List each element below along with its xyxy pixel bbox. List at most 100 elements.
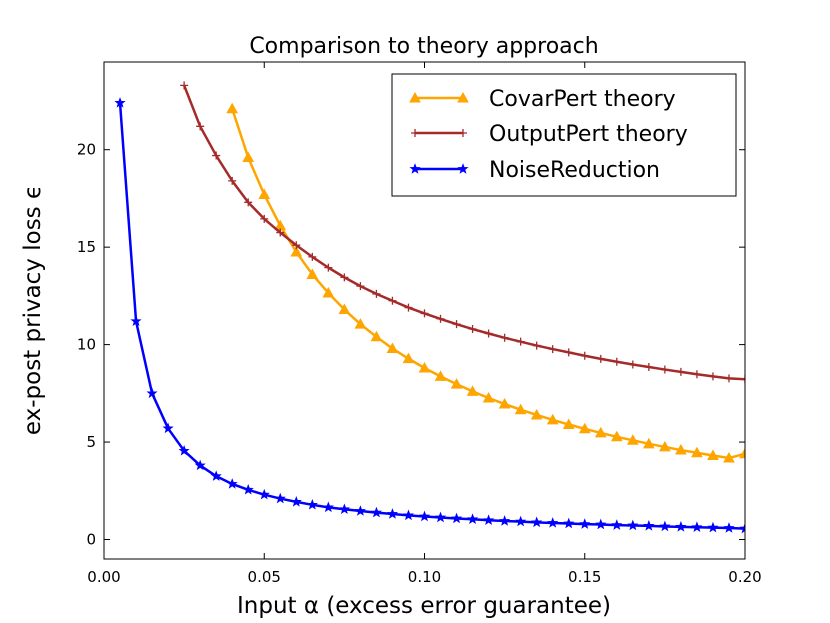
x-tick-label: 0.00 bbox=[87, 568, 120, 586]
data-point-covarpert-theory bbox=[675, 444, 687, 455]
data-point-outputpert-theory bbox=[692, 370, 701, 379]
data-point-outputpert-theory bbox=[260, 214, 269, 223]
data-point-covarpert-theory bbox=[386, 342, 399, 354]
data-point-noisereduction bbox=[178, 444, 190, 456]
legend-item-covarpert-theory: CovarPert theory bbox=[409, 87, 676, 112]
data-point-outputpert-theory bbox=[196, 122, 205, 131]
legend-swatch-marker bbox=[409, 91, 421, 103]
data-point-noisereduction bbox=[434, 511, 447, 523]
ticks-layer: 0.00 0.05 0.10 0.15 0.20 0 5 10 15 20 bbox=[77, 62, 762, 586]
data-point-outputpert-theory bbox=[741, 375, 745, 384]
data-point-outputpert-theory bbox=[644, 363, 653, 372]
data-point-noisereduction bbox=[531, 516, 543, 528]
x-tick-label: 0.15 bbox=[568, 568, 601, 586]
data-point-covarpert-theory bbox=[370, 330, 383, 342]
data-point-covarpert-theory bbox=[242, 151, 255, 163]
data-point-noisereduction bbox=[467, 513, 479, 524]
data-point-covarpert-theory bbox=[530, 408, 543, 420]
data-point-covarpert-theory bbox=[322, 286, 335, 298]
data-point-noisereduction bbox=[274, 492, 286, 504]
data-point-outputpert-theory bbox=[388, 296, 397, 305]
data-point-outputpert-theory bbox=[276, 228, 285, 237]
data-point-covarpert-theory bbox=[402, 352, 415, 364]
data-point-noisereduction bbox=[258, 488, 270, 500]
data-point-outputpert-theory bbox=[580, 351, 589, 360]
chart-title: Comparison to theory approach bbox=[249, 34, 598, 59]
data-point-outputpert-theory bbox=[676, 367, 685, 376]
data-point-covarpert-theory bbox=[739, 447, 745, 459]
data-point-outputpert-theory bbox=[228, 176, 237, 185]
data-point-noisereduction bbox=[739, 522, 745, 534]
data-point-outputpert-theory bbox=[708, 372, 717, 381]
data-point-covarpert-theory bbox=[643, 437, 655, 449]
data-point-noisereduction bbox=[338, 503, 350, 515]
data-point-noisereduction bbox=[611, 519, 623, 530]
data-point-outputpert-theory bbox=[324, 263, 333, 272]
data-point-outputpert-theory bbox=[180, 81, 189, 90]
legend: CovarPert theory OutputPert theory NoiseRe… bbox=[391, 73, 737, 197]
data-point-noisereduction bbox=[290, 496, 302, 507]
data-point-noisereduction bbox=[210, 470, 222, 481]
data-point-noisereduction bbox=[659, 520, 671, 532]
data-point-covarpert-theory bbox=[562, 418, 575, 430]
data-point-outputpert-theory bbox=[596, 354, 605, 363]
data-point-outputpert-theory bbox=[660, 365, 669, 374]
data-point-covarpert-theory bbox=[482, 391, 495, 403]
data-point-outputpert-theory bbox=[468, 325, 477, 334]
legend-swatch-marker bbox=[459, 129, 467, 137]
data-point-outputpert-theory bbox=[404, 303, 413, 312]
data-point-outputpert-theory bbox=[308, 252, 317, 261]
data-point-covarpert-theory bbox=[434, 370, 447, 381]
data-point-outputpert-theory bbox=[724, 374, 733, 383]
data-point-covarpert-theory bbox=[723, 452, 735, 463]
data-point-noisereduction bbox=[563, 517, 575, 529]
data-point-covarpert-theory bbox=[691, 446, 703, 458]
data-point-covarpert-theory bbox=[354, 318, 367, 329]
data-point-covarpert-theory bbox=[450, 378, 463, 389]
data-point-noisereduction bbox=[515, 515, 527, 527]
series-outputpert-theory bbox=[180, 81, 745, 384]
series-line-noisereduction bbox=[118, 102, 745, 530]
data-point-outputpert-theory bbox=[212, 151, 221, 160]
data-point-noisereduction bbox=[723, 522, 735, 533]
x-tick-label: 0.10 bbox=[408, 568, 441, 586]
data-point-outputpert-theory bbox=[356, 282, 365, 291]
data-point-noisereduction bbox=[226, 478, 238, 489]
data-point-noisereduction bbox=[354, 505, 366, 516]
legend-swatch-marker bbox=[409, 163, 421, 174]
data-point-covarpert-theory bbox=[659, 440, 671, 452]
data-point-covarpert-theory bbox=[514, 403, 527, 415]
y-tick-label: 15 bbox=[77, 238, 96, 256]
data-point-covarpert-theory bbox=[546, 413, 559, 425]
data-point-outputpert-theory bbox=[420, 309, 429, 318]
data-point-outputpert-theory bbox=[292, 241, 301, 250]
data-point-noisereduction bbox=[450, 512, 463, 524]
y-tick-label: 0 bbox=[86, 531, 96, 549]
data-point-covarpert-theory bbox=[338, 303, 351, 315]
data-point-noisereduction bbox=[402, 509, 415, 521]
data-point-noisereduction bbox=[707, 521, 719, 533]
series-layer bbox=[114, 81, 745, 534]
series-covarpert-theory bbox=[226, 102, 745, 463]
legend-swatch-marker bbox=[457, 91, 469, 103]
legend-swatch-marker bbox=[457, 163, 469, 174]
data-point-covarpert-theory bbox=[594, 426, 607, 438]
data-point-outputpert-theory bbox=[244, 198, 253, 207]
y-axis-title: ex-post privacy loss ϵ bbox=[20, 185, 46, 435]
data-point-noisereduction bbox=[114, 97, 126, 108]
data-point-outputpert-theory bbox=[340, 273, 349, 282]
data-point-noisereduction bbox=[643, 520, 655, 531]
data-point-noisereduction bbox=[130, 315, 142, 326]
data-point-outputpert-theory bbox=[548, 345, 557, 354]
data-point-covarpert-theory bbox=[707, 449, 719, 461]
legend-item-outputpert-theory: OutputPert theory bbox=[411, 122, 688, 147]
data-point-noisereduction bbox=[146, 387, 158, 399]
data-point-noisereduction bbox=[483, 514, 495, 525]
data-point-outputpert-theory bbox=[628, 360, 637, 369]
data-point-outputpert-theory bbox=[452, 320, 461, 329]
data-point-noisereduction bbox=[595, 518, 607, 530]
data-point-noisereduction bbox=[675, 520, 687, 532]
data-point-noisereduction bbox=[418, 510, 431, 522]
legend-label: OutputPert theory bbox=[489, 122, 688, 147]
